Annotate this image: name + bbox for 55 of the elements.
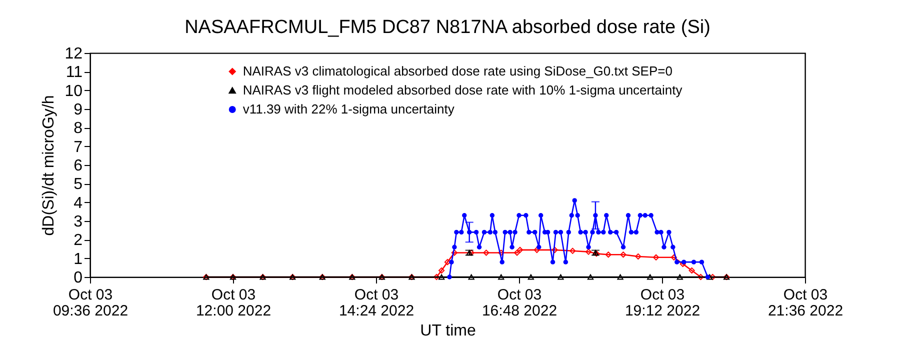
point xyxy=(676,274,683,280)
y-axis-title: dD(Si)/dt microGy/h xyxy=(40,95,58,236)
point xyxy=(558,274,564,280)
y-tick-label: 5 xyxy=(74,176,83,194)
x-tick-label: Oct 03 14:24 2022 xyxy=(338,286,414,320)
point xyxy=(585,248,592,255)
point xyxy=(451,250,458,256)
point xyxy=(587,274,594,280)
point xyxy=(552,246,558,253)
legend-label: v11.39 with 22% 1-sigma uncertainty xyxy=(242,102,455,116)
point xyxy=(710,274,716,280)
y-tick-label: 3 xyxy=(74,214,83,230)
point xyxy=(647,274,654,280)
y-tick-label: 4 xyxy=(74,194,83,212)
point xyxy=(498,250,504,256)
point xyxy=(483,250,490,256)
point xyxy=(652,254,660,260)
point xyxy=(438,267,445,274)
point xyxy=(698,274,704,280)
y-tick-label: 7 xyxy=(74,138,83,156)
point xyxy=(688,267,695,274)
point xyxy=(438,274,445,280)
legend-label: NAIRAS v3 climatological absorbed dose rate using SiDose_G0.txt SEP=0 xyxy=(242,64,672,78)
y-tick-label: 6 xyxy=(74,158,83,174)
point xyxy=(706,274,713,280)
legend-label: NAIRAS v3 flight modeled absorbed dose rate with 10% 1-sigma uncertainty xyxy=(242,82,683,98)
x-tick-label: Oct 03 16:48 2022 xyxy=(482,286,558,320)
point xyxy=(605,252,612,258)
x-tick-label: Oct 03 12:00 2022 xyxy=(196,286,272,320)
y-tick-label: 0 xyxy=(74,270,83,286)
y-tick-label: 12 xyxy=(64,46,83,62)
y-tick-label: 2 xyxy=(74,232,83,250)
y-tick-label: 8 xyxy=(74,120,83,138)
point xyxy=(434,274,440,280)
point xyxy=(617,274,624,280)
point xyxy=(498,274,504,280)
point xyxy=(528,274,534,280)
point xyxy=(468,274,474,280)
y-tick-label: 1 xyxy=(74,250,83,268)
point xyxy=(534,246,540,253)
point xyxy=(514,250,520,256)
point xyxy=(620,252,626,258)
point xyxy=(468,250,474,256)
point xyxy=(516,246,524,253)
y-tick-label: 11 xyxy=(66,64,83,82)
point xyxy=(635,253,642,260)
chart-title: NASAAFRCMUL_FM5 DC87 N817NA absorbed dose rate (Si) xyxy=(184,17,710,38)
x-tick-label: Oct 03 09:36 2022 xyxy=(52,286,128,320)
point xyxy=(570,248,576,254)
x-axis-title: UT time xyxy=(420,322,476,340)
y-tick-label: 10 xyxy=(64,82,83,100)
y-tick-label: 9 xyxy=(74,102,83,118)
point xyxy=(670,254,677,260)
x-tick-label: Oct 03 19:12 2022 xyxy=(624,286,700,320)
x-tick-label: Oct 03 21:36 2022 xyxy=(768,286,844,320)
